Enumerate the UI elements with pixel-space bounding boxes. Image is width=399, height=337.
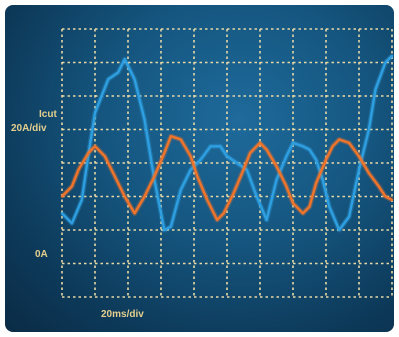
series-1-line <box>60 54 394 232</box>
horizontal-scale-label: 20ms/div <box>101 309 144 320</box>
oscilloscope-plot <box>60 28 394 298</box>
zero-marker-label: 0A <box>35 249 48 260</box>
trace-name-label: Icut <box>39 109 57 120</box>
trace-layer <box>60 54 394 233</box>
series-2-line <box>60 135 394 222</box>
oscilloscope-screen: Icut 20A/div 0A 20ms/div <box>5 5 394 332</box>
graticule-grid <box>61 28 393 298</box>
vertical-scale-label: 20A/div <box>11 123 47 134</box>
